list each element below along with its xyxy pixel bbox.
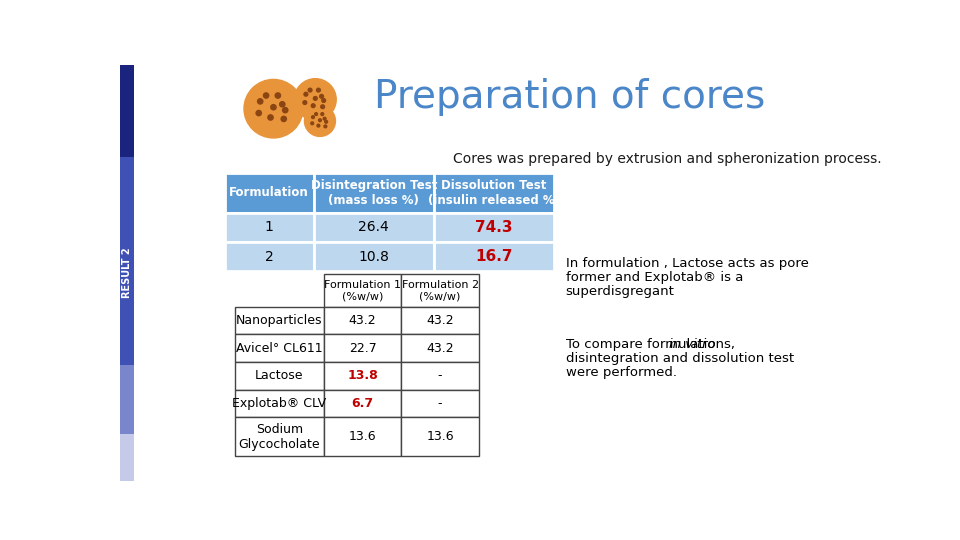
- Text: Avicel° CL611: Avicel° CL611: [236, 342, 323, 355]
- Circle shape: [317, 88, 321, 92]
- Circle shape: [304, 106, 335, 137]
- Circle shape: [324, 120, 327, 123]
- Bar: [434, 173, 554, 213]
- Text: were performed.: were performed.: [565, 366, 677, 379]
- Bar: [324, 274, 401, 307]
- Text: 74.3: 74.3: [475, 220, 513, 235]
- Circle shape: [317, 124, 320, 127]
- Circle shape: [303, 100, 307, 104]
- Text: 1: 1: [265, 220, 274, 234]
- Text: RESULT 2: RESULT 2: [122, 247, 132, 298]
- Circle shape: [321, 113, 324, 116]
- Circle shape: [281, 116, 286, 122]
- Bar: [314, 173, 434, 213]
- Bar: [234, 307, 324, 334]
- Bar: [234, 362, 324, 390]
- Text: 13.6: 13.6: [348, 430, 376, 443]
- Bar: [234, 334, 324, 362]
- Circle shape: [311, 122, 314, 125]
- Bar: [434, 242, 554, 271]
- Bar: [324, 334, 401, 362]
- Text: 16.7: 16.7: [475, 249, 513, 264]
- Text: Formulation 2
(%w/w): Formulation 2 (%w/w): [401, 280, 479, 301]
- Text: Disintegration Test
(mass loss %): Disintegration Test (mass loss %): [311, 179, 437, 207]
- Bar: [120, 434, 134, 481]
- Circle shape: [257, 99, 263, 104]
- Text: In formulation , Lactose acts as pore: In formulation , Lactose acts as pore: [565, 257, 808, 271]
- Bar: [120, 65, 134, 157]
- Circle shape: [282, 107, 288, 113]
- Bar: [401, 274, 479, 307]
- Text: disintegration and dissolution test: disintegration and dissolution test: [565, 352, 794, 365]
- Bar: [225, 213, 314, 242]
- Bar: [120, 365, 134, 434]
- Circle shape: [324, 125, 326, 128]
- Bar: [401, 334, 479, 362]
- Circle shape: [315, 113, 318, 116]
- Bar: [225, 242, 314, 271]
- Text: 43.2: 43.2: [426, 314, 454, 327]
- Bar: [324, 307, 401, 334]
- Bar: [120, 157, 134, 365]
- Bar: [401, 307, 479, 334]
- Text: Explotab® CLV: Explotab® CLV: [232, 397, 326, 410]
- Bar: [401, 417, 479, 456]
- Bar: [314, 242, 434, 271]
- Text: 13.8: 13.8: [348, 369, 378, 382]
- Circle shape: [276, 93, 280, 98]
- Circle shape: [268, 115, 274, 120]
- Text: superdisgregant: superdisgregant: [565, 285, 675, 298]
- Bar: [225, 173, 314, 213]
- Bar: [401, 390, 479, 417]
- Circle shape: [313, 97, 317, 100]
- Text: former and Explotab® is a: former and Explotab® is a: [565, 271, 743, 284]
- Bar: [324, 417, 401, 456]
- Bar: [234, 390, 324, 417]
- Circle shape: [308, 88, 312, 92]
- Text: 43.2: 43.2: [426, 342, 454, 355]
- Text: Preparation of cores: Preparation of cores: [373, 78, 765, 116]
- Text: 10.8: 10.8: [358, 249, 389, 264]
- Text: To compare formulations,: To compare formulations,: [565, 338, 739, 351]
- Text: Dissolution Test
(insulin released %): Dissolution Test (insulin released %): [428, 179, 560, 207]
- Circle shape: [312, 116, 314, 119]
- Bar: [234, 417, 324, 456]
- Circle shape: [321, 105, 324, 109]
- Circle shape: [263, 93, 269, 98]
- Circle shape: [324, 117, 326, 120]
- Text: 13.6: 13.6: [426, 430, 454, 443]
- Bar: [324, 390, 401, 417]
- Text: Sodium
Glycocholate: Sodium Glycocholate: [238, 423, 320, 451]
- Text: 6.7: 6.7: [351, 397, 373, 410]
- Circle shape: [311, 104, 315, 107]
- Text: in vitro: in vitro: [669, 338, 716, 351]
- Circle shape: [320, 94, 324, 98]
- Bar: [401, 362, 479, 390]
- Text: Formulation: Formulation: [229, 186, 309, 199]
- Bar: [314, 213, 434, 242]
- Text: Cores was prepared by extrusion and spheronization process.: Cores was prepared by extrusion and sphe…: [453, 152, 882, 166]
- Text: 2: 2: [265, 249, 274, 264]
- Text: 22.7: 22.7: [348, 342, 376, 355]
- Text: Nanoparticles: Nanoparticles: [236, 314, 323, 327]
- Text: Lactose: Lactose: [255, 369, 303, 382]
- Text: Formulation 1
(%w/w): Formulation 1 (%w/w): [324, 280, 401, 301]
- Circle shape: [322, 99, 325, 103]
- Circle shape: [244, 79, 303, 138]
- Text: -: -: [438, 369, 443, 382]
- Circle shape: [271, 105, 276, 110]
- Circle shape: [295, 79, 336, 120]
- Bar: [434, 213, 554, 242]
- Text: -: -: [438, 397, 443, 410]
- Circle shape: [319, 119, 322, 122]
- Circle shape: [256, 111, 261, 116]
- Text: 26.4: 26.4: [358, 220, 389, 234]
- Text: 43.2: 43.2: [348, 314, 376, 327]
- Bar: [324, 362, 401, 390]
- Circle shape: [279, 102, 285, 107]
- Circle shape: [304, 92, 308, 96]
